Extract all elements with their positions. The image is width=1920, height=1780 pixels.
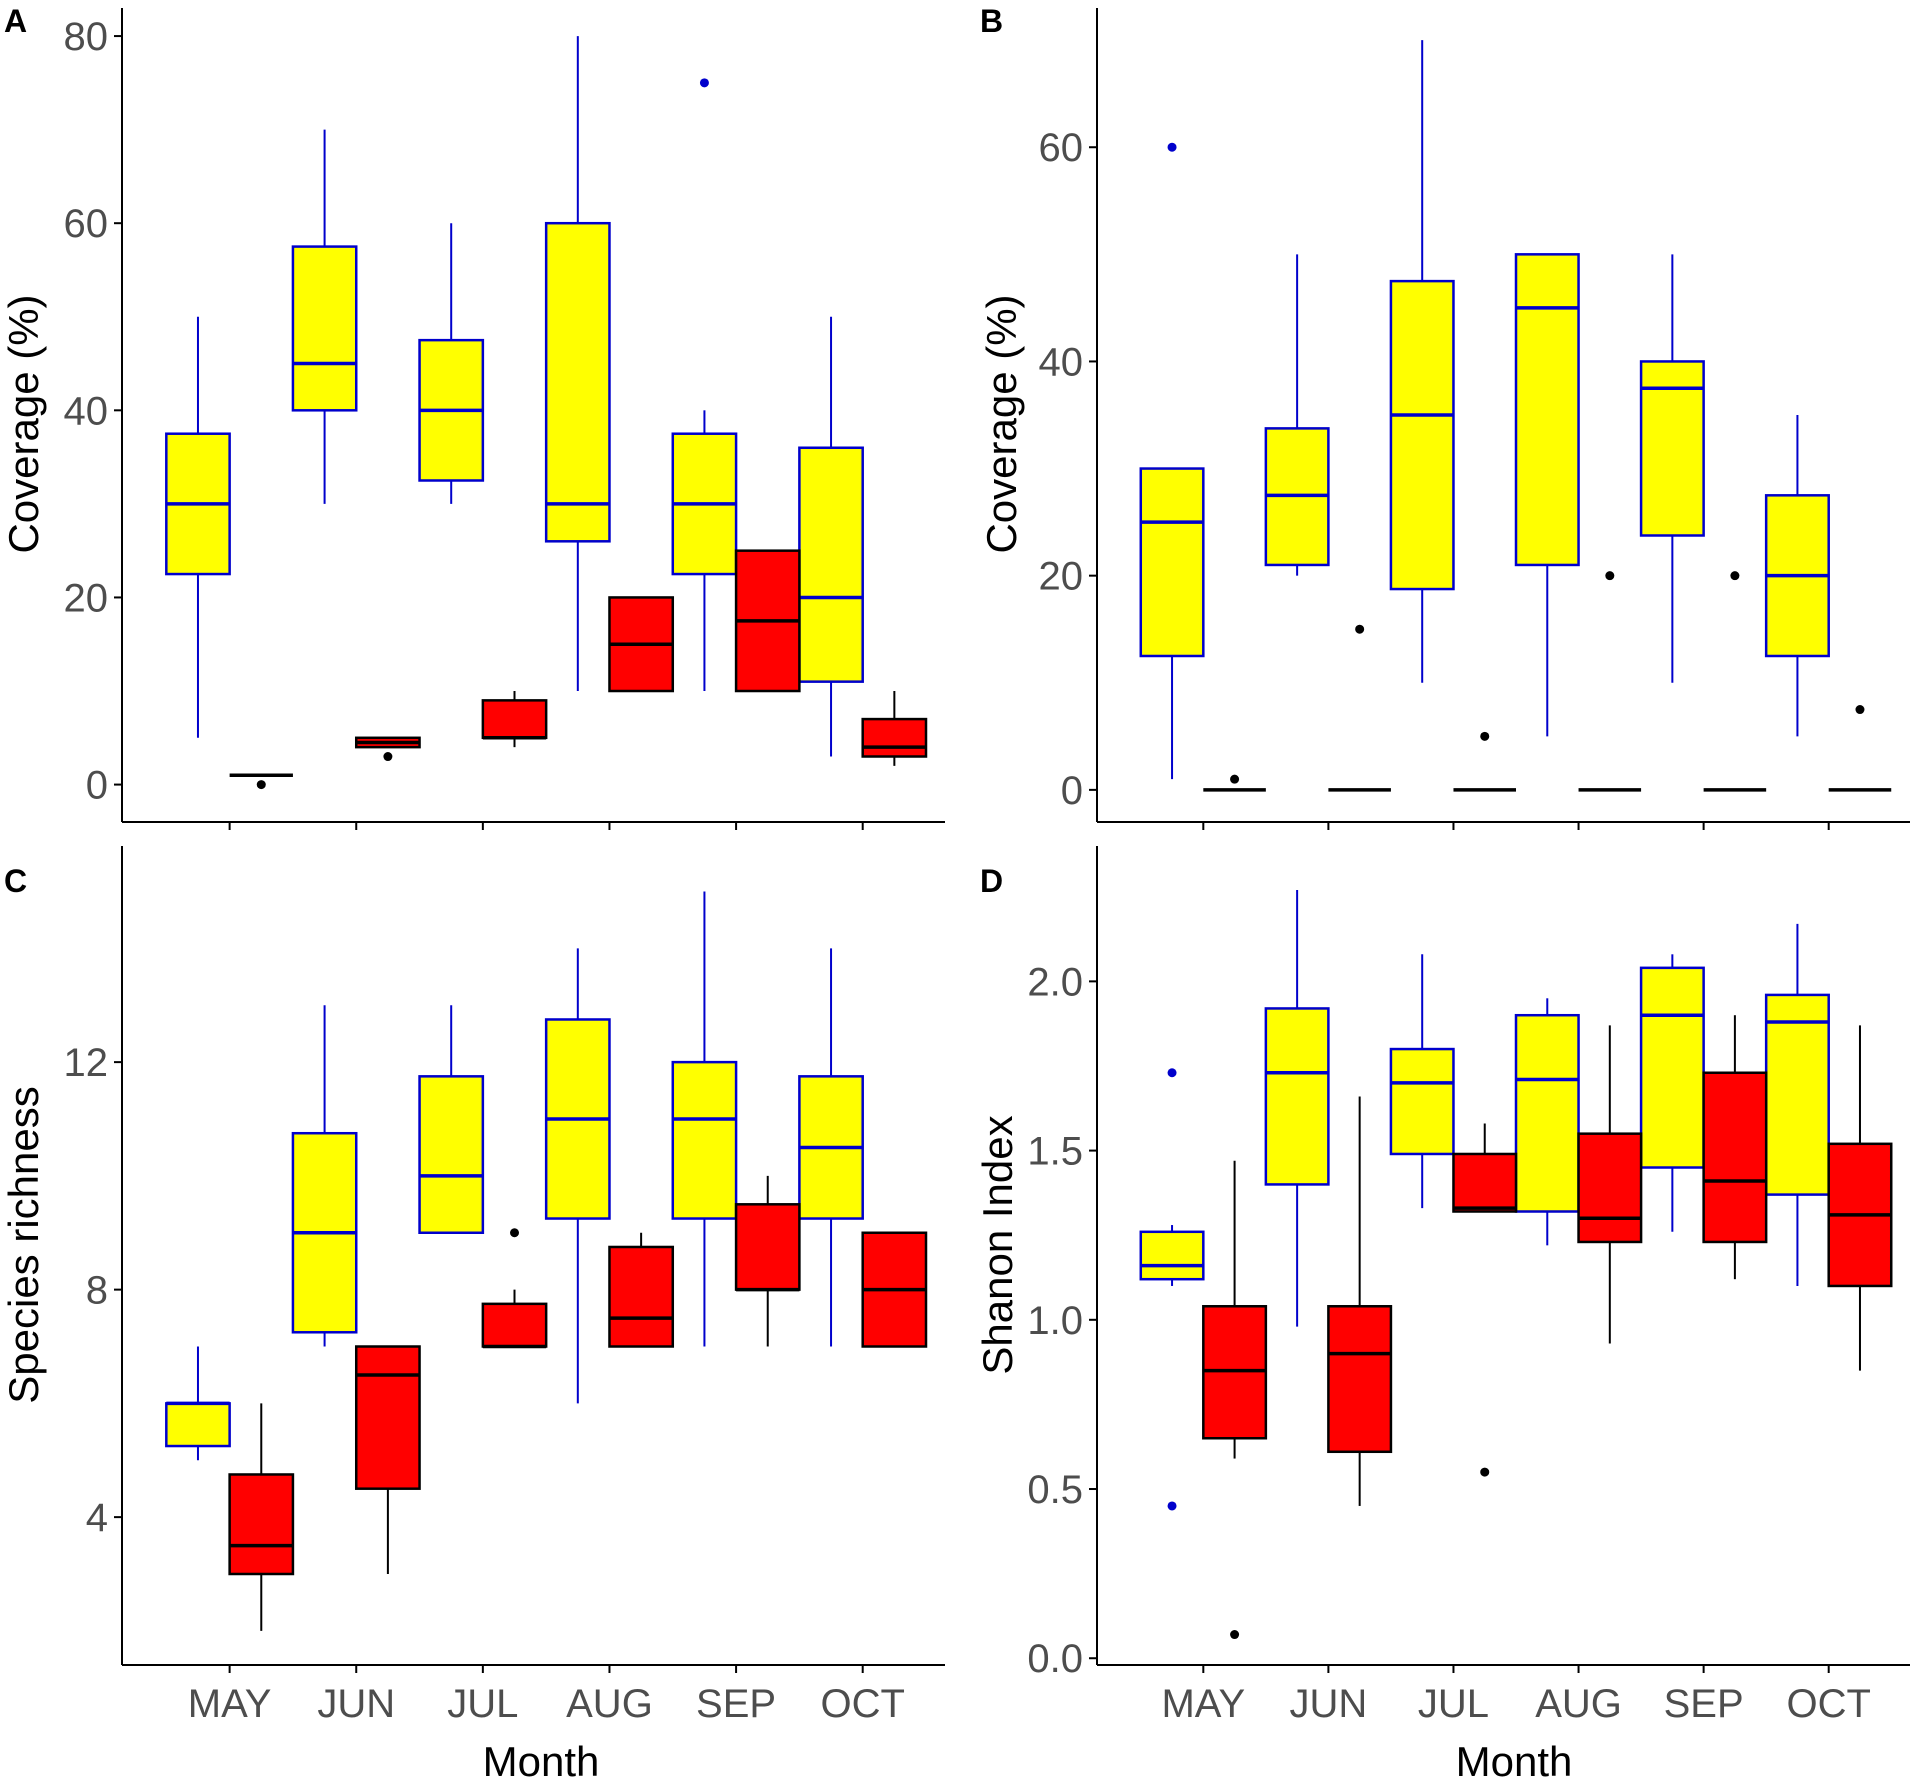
- panel-d-yellow-jun-box: [1264, 1007, 1330, 1186]
- panel-c-y-tick-label: 4: [86, 1496, 108, 1540]
- panel-d-red-aug-box: [1577, 1132, 1643, 1244]
- panel-d-y-tick-label: 2.0: [1027, 960, 1083, 1004]
- panel-c-red-sep-box: [734, 1203, 801, 1291]
- panel-c-y-tick-label: 8: [86, 1269, 108, 1313]
- panel-c-x-tick-label-oct: OCT: [820, 1682, 904, 1726]
- panel-a-yellow-sep-outlier: [699, 78, 709, 88]
- panel-d-yellow-may-outlier: [1167, 1068, 1177, 1078]
- panel-d-red-sep-box: [1702, 1071, 1768, 1244]
- panel-c-x-tick-label-sep: SEP: [696, 1682, 776, 1726]
- panel-d-red-jul-box: [1452, 1152, 1518, 1213]
- panel-b-red-aug-outlier: [1605, 571, 1615, 581]
- panel-b-yellow-aug-box: [1514, 253, 1580, 567]
- panel-a-yellow-oct-box: [798, 446, 864, 683]
- panel-b-letter: B: [980, 3, 1003, 39]
- panel-b-yellow-may-outlier: [1167, 142, 1177, 152]
- panel-c: C Species richness Month 4 8 12 MAY JUN JUL AU…: [0, 846, 945, 1780]
- panel-b-red-oct-outlier: [1855, 705, 1865, 715]
- panel-a-y-axis-title: Coverage (%): [0, 294, 47, 553]
- panel-a-y-tick-label: 80: [64, 15, 109, 59]
- panel-a-y-tick-label: 0: [86, 764, 108, 808]
- panel-a-y-tick-label: 40: [64, 389, 109, 433]
- panel-c-x-tick-label-jun: JUN: [317, 1682, 395, 1726]
- panel-b: B Coverage (%) 0 20 40 60: [978, 3, 1910, 830]
- panel-b-red-sep-outlier: [1730, 571, 1740, 581]
- panel-d-x-tick-label-oct: OCT: [1786, 1682, 1870, 1726]
- panel-c-x-tick-label-jul: JUL: [447, 1682, 518, 1726]
- panel-d-x-tick-label-jul: JUL: [1418, 1682, 1489, 1726]
- panel-c-red-jul-box: [481, 1302, 548, 1348]
- panel-c-yellow-may-box: [165, 1402, 231, 1448]
- panel-c-red-may-box: [228, 1473, 295, 1576]
- panel-c-red-jul-outlier: [510, 1228, 520, 1238]
- panel-b-y-tick-label: 20: [1039, 555, 1084, 599]
- panel-c-x-tick-label-aug: AUG: [566, 1682, 653, 1726]
- panel-d-yellow-may-box: [1139, 1230, 1205, 1281]
- panel-d-letter: D: [980, 863, 1003, 899]
- panel-d-y-axis-title: Shanon Index: [974, 1115, 1021, 1374]
- panel-c-y-axis-title: Species richness: [0, 1086, 47, 1403]
- panel-a-red-jul-box: [481, 699, 548, 740]
- panel-d-yellow-aug-box: [1514, 1013, 1580, 1213]
- panel-b-y-tick-label: 60: [1039, 126, 1084, 170]
- panel-b-yellow-may-box: [1139, 467, 1205, 658]
- panel-d-y-tick-label: 1.0: [1027, 1299, 1083, 1343]
- panel-a-y-tick-label: 20: [64, 576, 109, 620]
- panel-d: D Shanon Index Month 0.0 0.5 1.0 1.5 2.0 MAY J…: [974, 846, 1910, 1780]
- panel-d-yellow-sep-box: [1639, 966, 1705, 1169]
- panel-b-red-jun-outlier: [1355, 624, 1365, 634]
- panel-a-red-oct-box: [861, 717, 928, 758]
- panel-d-x-tick-label-aug: AUG: [1535, 1682, 1622, 1726]
- panel-c-y-tick-label: 12: [64, 1041, 109, 1085]
- panel-b-y-tick-label: 40: [1039, 340, 1084, 384]
- panel-c-x-tick-label-may: MAY: [188, 1682, 272, 1726]
- panel-a-red-jun-outlier: [383, 752, 393, 762]
- panel-d-y-tick-label: 1.5: [1027, 1130, 1083, 1174]
- panel-c-yellow-jul-box: [418, 1075, 485, 1234]
- panel-a-yellow-jun-box: [291, 245, 358, 412]
- panel-a-yellow-aug-box: [544, 221, 611, 543]
- panel-d-y-tick-label: 0.5: [1027, 1468, 1083, 1512]
- panel-b-red-may-outlier: [1230, 774, 1240, 784]
- panel-d-red-jun-box: [1327, 1305, 1393, 1454]
- panel-d-x-tick-label-may: MAY: [1161, 1682, 1245, 1726]
- panel-b-yellow-jul-box: [1389, 279, 1455, 591]
- panel-c-letter: C: [4, 863, 27, 899]
- panel-d-x-axis-title: Month: [1456, 1738, 1573, 1780]
- panel-d-yellow-may-outlier: [1167, 1501, 1177, 1511]
- panel-d-y-tick-label: 0.0: [1027, 1637, 1083, 1681]
- panel-b-red-jul-outlier: [1480, 731, 1490, 741]
- panel-d-red-jul-outlier: [1480, 1467, 1490, 1477]
- panel-c-red-aug-box: [608, 1245, 675, 1348]
- panel-d-red-may-outlier: [1230, 1630, 1240, 1640]
- panel-a: A Coverage (%) 0 20 40 60 80: [0, 3, 945, 830]
- panel-a-letter: A: [4, 3, 27, 39]
- panel-d-yellow-oct-box: [1764, 993, 1830, 1196]
- panel-d-x-tick-label-sep: SEP: [1664, 1682, 1744, 1726]
- panel-c-x-axis-title: Month: [483, 1738, 600, 1780]
- panel-c-red-jun-box: [354, 1345, 421, 1490]
- panel-a-y-tick-label: 60: [64, 202, 109, 246]
- panel-d-x-tick-label-jun: JUN: [1290, 1682, 1368, 1726]
- panel-d-yellow-jul-box: [1389, 1047, 1455, 1156]
- panel-b-yellow-sep-box: [1639, 360, 1705, 537]
- panel-a-red-may-outlier: [256, 780, 266, 790]
- panel-b-y-tick-label: 0: [1061, 769, 1083, 813]
- panel-b-y-axis-title: Coverage (%): [978, 294, 1025, 553]
- panel-c-yellow-sep-box: [671, 1060, 738, 1220]
